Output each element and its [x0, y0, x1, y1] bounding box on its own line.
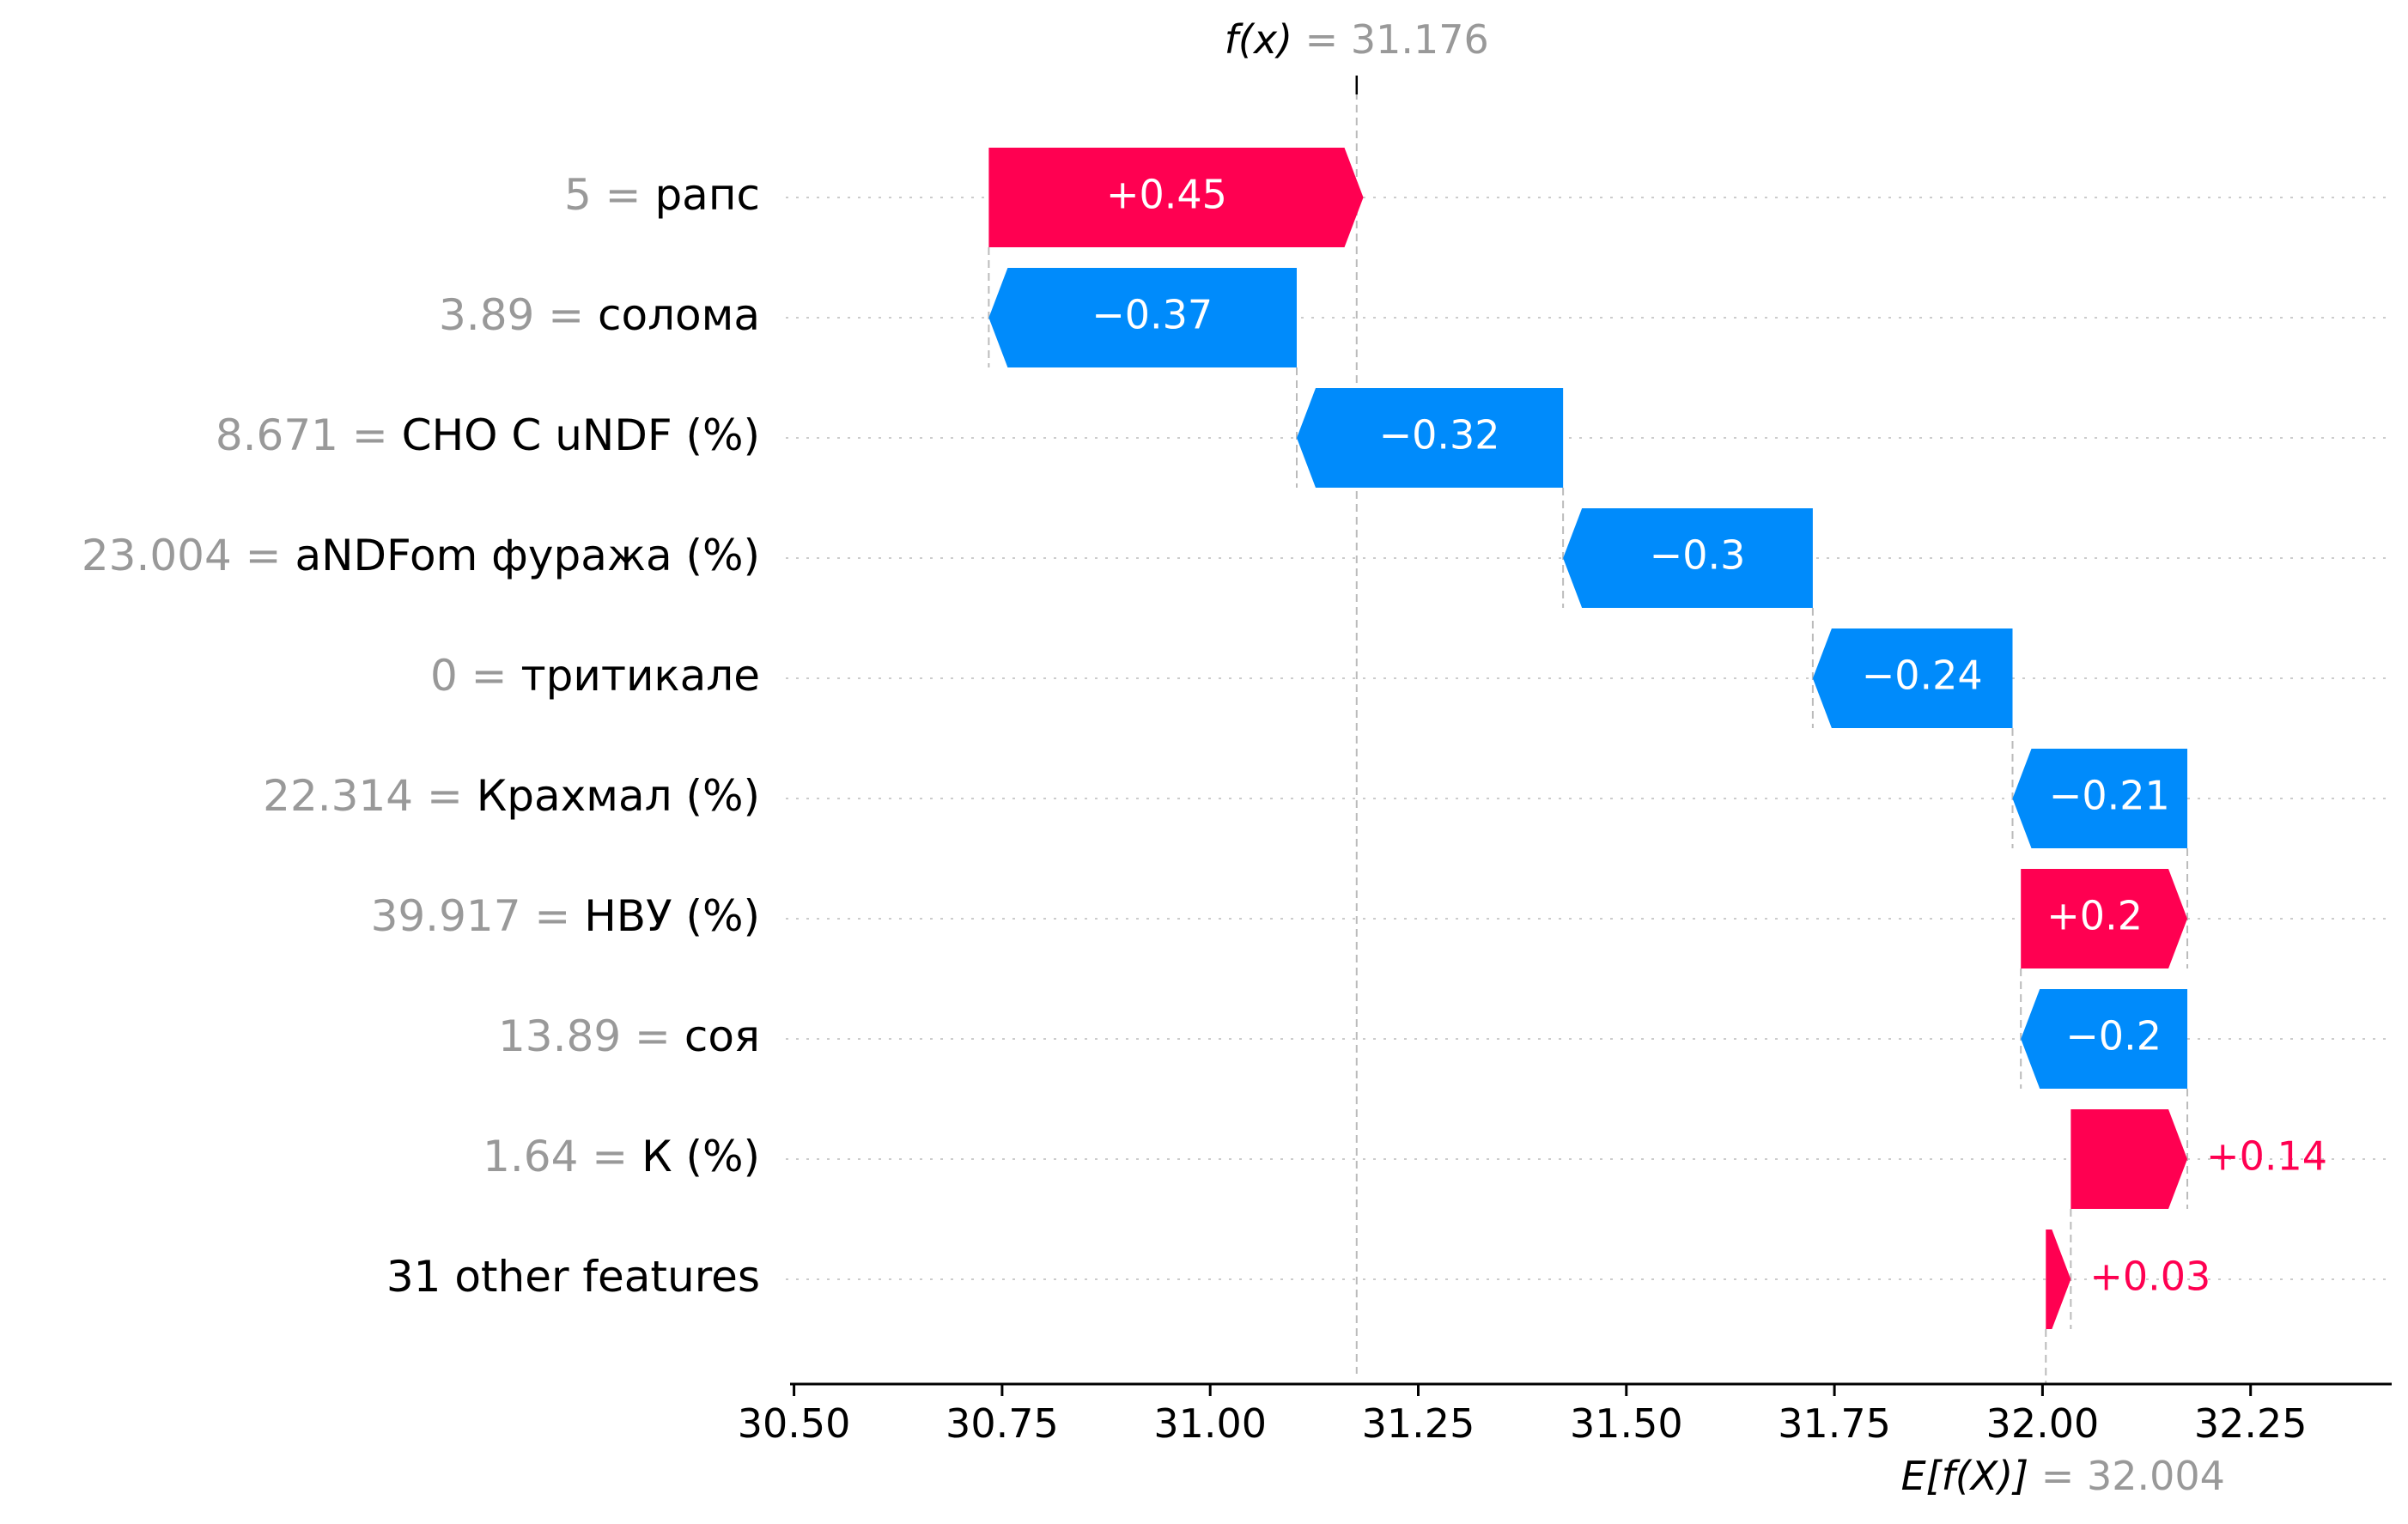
- feature-value: 3.89 =: [439, 290, 598, 340]
- feature-name: солома: [598, 290, 760, 340]
- feature-label: 8.671 = CHO C uNDF (%): [216, 410, 760, 460]
- bar: [988, 148, 1364, 247]
- bars: +0.45 −0.37 −0.32 −0.3 −0.24 −0.21 +0.2 −0.2 +0.…: [988, 148, 2327, 1329]
- bar-value-label: −0.3: [1650, 532, 1746, 579]
- feature-label: 5 = рапс: [564, 170, 760, 220]
- feature-name: НВУ (%): [584, 891, 760, 941]
- feature-label: 1.64 = К (%): [483, 1132, 760, 1181]
- base-label: E[f(X)]: [1901, 1453, 2029, 1499]
- feature-value: 13.89 =: [498, 1011, 684, 1061]
- x-tick-label: 31.00: [1153, 1400, 1267, 1447]
- bar-value-label: −0.37: [1092, 292, 1213, 338]
- bar-value-label: −0.2: [2065, 1013, 2162, 1060]
- feature-label: 39.917 = НВУ (%): [371, 891, 760, 941]
- bar: [2012, 749, 2188, 848]
- bar-value-label: −0.21: [2049, 773, 2170, 819]
- feature-label: 22.314 = Крахмал (%): [263, 771, 760, 821]
- bar: [2021, 989, 2188, 1089]
- x-tick-label: 31.25: [1362, 1400, 1475, 1447]
- feature-labels: 5 = рапс 3.89 = солома 8.671 = CHO C uNDF …: [82, 170, 760, 1302]
- guide-lines: [988, 76, 2189, 1384]
- feature-value: 22.314 =: [263, 771, 477, 821]
- bar: [2071, 1109, 2188, 1209]
- bar-value-label: −0.32: [1379, 412, 1500, 458]
- bar: [988, 268, 1297, 367]
- x-tick-label: 30.50: [738, 1400, 851, 1447]
- feature-name: CHO C uNDF (%): [402, 410, 760, 460]
- feature-name: К (%): [642, 1132, 760, 1181]
- x-tick-label: 31.50: [1570, 1400, 1683, 1447]
- x-tick-label: 31.75: [1778, 1400, 1891, 1447]
- feature-value: 8.671 =: [216, 410, 402, 460]
- base-annotation: E[f(X)] = 32.004: [1901, 1453, 2225, 1499]
- feature-label: 13.89 = соя: [498, 1011, 760, 1061]
- feature-name: тритикале: [520, 651, 760, 701]
- bar-value-label: +0.03: [2089, 1254, 2210, 1300]
- fx-label: f(x): [1225, 16, 1292, 63]
- bar-value-label: +0.45: [1106, 172, 1227, 218]
- feature-value: 1.64 =: [483, 1132, 642, 1181]
- feature-value: 0 =: [430, 651, 521, 701]
- bar: [1812, 628, 2013, 728]
- bar: [1563, 508, 1813, 608]
- x-axis: 30.50 30.75 31.00 31.25 31.50 31.75 32.00 32.25: [738, 1382, 2392, 1447]
- feature-label: 23.004 = aNDFom фуража (%): [82, 531, 760, 580]
- fx-annotation: f(x) = 31.176: [1225, 16, 1489, 63]
- feature-label: 3.89 = солома: [439, 290, 760, 340]
- bar: [1296, 388, 1564, 488]
- feature-name: aNDFom фуража (%): [295, 531, 760, 580]
- bar-value-label: +0.14: [2206, 1133, 2327, 1180]
- x-tick-label: 30.75: [946, 1400, 1059, 1447]
- feature-value: 39.917 =: [371, 891, 585, 941]
- bar: [2021, 869, 2188, 968]
- feature-label: 0 = тритикале: [430, 651, 760, 701]
- base-value: = 32.004: [2028, 1453, 2225, 1499]
- feature-name: рапс: [654, 170, 760, 220]
- feature-value: 5 =: [564, 170, 655, 220]
- bar-value-label: +0.2: [2046, 893, 2143, 939]
- feature-name: 31 other features: [386, 1252, 760, 1302]
- feature-name: Крахмал (%): [477, 771, 760, 821]
- feature-label: 31 other features: [386, 1252, 760, 1302]
- annotations: f(x) = 31.176 E[f(X)] = 32.004: [1225, 16, 2225, 1499]
- feature-value: 23.004 =: [82, 531, 295, 580]
- x-tick-label: 32.00: [1986, 1400, 2100, 1447]
- bar-value-label: −0.24: [1862, 653, 1983, 699]
- x-tick-label: 32.25: [2194, 1400, 2308, 1447]
- bar: [2046, 1230, 2071, 1329]
- feature-name: соя: [684, 1011, 760, 1061]
- fx-value: = 31.176: [1292, 16, 1489, 63]
